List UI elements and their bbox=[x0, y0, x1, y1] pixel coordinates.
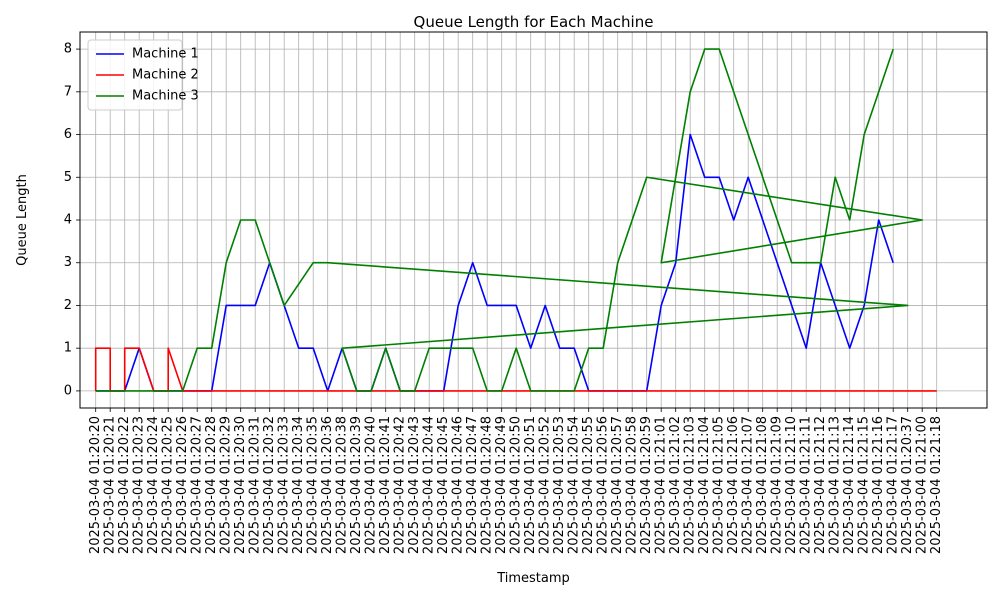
y-tick-label: 3 bbox=[64, 255, 72, 270]
y-tick-label: 8 bbox=[64, 42, 72, 57]
y-tick-label: 2 bbox=[64, 298, 72, 313]
x-tick-label: 2025-03-04 01:20:45 bbox=[436, 416, 451, 554]
x-tick-label: 2025-03-04 01:20:36 bbox=[320, 416, 335, 554]
series-lines bbox=[94, 48, 937, 392]
x-tick-label: 2025-03-04 01:20:40 bbox=[364, 416, 379, 554]
x-axis-label: Timestamp bbox=[496, 571, 570, 586]
x-tick-label: 2025-03-04 01:20:49 bbox=[494, 416, 509, 554]
legend-label: Machine 3 bbox=[132, 89, 199, 104]
x-tick-label: 2025-03-04 01:20:56 bbox=[596, 416, 611, 554]
x-tick-label: 2025-03-04 01:20:55 bbox=[581, 416, 596, 554]
x-tick-label: 2025-03-04 01:21:09 bbox=[770, 416, 785, 554]
x-tick-label: 2025-03-04 01:21:00 bbox=[915, 416, 930, 554]
x-tick-label: 2025-03-04 01:20:44 bbox=[422, 416, 437, 554]
legend: Machine 1 Machine 2 Machine 3 bbox=[87, 39, 199, 111]
x-tick-label: 2025-03-04 01:20:32 bbox=[262, 416, 277, 554]
x-tick-label: 2025-03-04 01:20:25 bbox=[161, 416, 176, 554]
series-line-3 bbox=[95, 48, 924, 392]
x-tick-label: 2025-03-04 01:21:06 bbox=[726, 416, 741, 554]
x-tick-label: 2025-03-04 01:21:02 bbox=[668, 416, 683, 554]
x-tick-label: 2025-03-04 01:20:50 bbox=[509, 416, 524, 554]
x-tick-label: 2025-03-04 01:20:34 bbox=[291, 416, 306, 554]
x-tick-label: 2025-03-04 01:20:51 bbox=[523, 416, 538, 554]
x-tick-label: 2025-03-04 01:20:37 bbox=[900, 416, 915, 554]
chart-title: Queue Length for Each Machine bbox=[414, 13, 654, 31]
x-tick-label: 2025-03-04 01:20:58 bbox=[625, 416, 640, 554]
x-tick-label: 2025-03-04 01:20:53 bbox=[552, 416, 567, 554]
x-tick-label: 2025-03-04 01:20:22 bbox=[117, 416, 132, 554]
x-tick-label: 2025-03-04 01:20:57 bbox=[610, 416, 625, 554]
x-tick-label: 2025-03-04 01:21:10 bbox=[784, 416, 799, 554]
x-tick-label: 2025-03-04 01:20:39 bbox=[349, 416, 364, 554]
y-tick-label: 7 bbox=[64, 84, 72, 99]
x-tick-label: 2025-03-04 01:20:38 bbox=[335, 416, 350, 554]
x-tick-label: 2025-03-04 01:20:46 bbox=[451, 416, 466, 554]
legend-label: Machine 2 bbox=[132, 68, 199, 83]
axis-ticks: 2025-03-04 01:20:20 2025-03-04 01:20:21 20… bbox=[64, 42, 944, 554]
x-tick-label: 2025-03-04 01:21:15 bbox=[857, 416, 872, 554]
legend-label: Machine 1 bbox=[132, 47, 199, 62]
x-tick-label: 2025-03-04 01:20:35 bbox=[306, 416, 321, 554]
x-tick-label: 2025-03-04 01:20:21 bbox=[103, 416, 118, 554]
x-tick-label: 2025-03-04 01:21:13 bbox=[828, 416, 843, 554]
x-tick-label: 2025-03-04 01:20:33 bbox=[277, 416, 292, 554]
y-tick-label: 0 bbox=[64, 383, 72, 398]
y-tick-label: 5 bbox=[64, 170, 72, 185]
x-tick-label: 2025-03-04 01:21:03 bbox=[683, 416, 698, 554]
x-tick-label: 2025-03-04 01:21:16 bbox=[871, 416, 886, 554]
x-tick-label: 2025-03-04 01:21:18 bbox=[929, 416, 944, 554]
y-tick-label: 6 bbox=[64, 127, 72, 142]
x-tick-label: 2025-03-04 01:21:17 bbox=[886, 416, 901, 554]
x-tick-label: 2025-03-04 01:20:27 bbox=[190, 416, 205, 554]
x-tick-label: 2025-03-04 01:21:04 bbox=[697, 416, 712, 554]
x-tick-label: 2025-03-04 01:21:08 bbox=[755, 416, 770, 554]
x-tick-label: 2025-03-04 01:21:07 bbox=[741, 416, 756, 554]
x-tick-label: 2025-03-04 01:20:52 bbox=[538, 416, 553, 554]
x-tick-label: 2025-03-04 01:20:30 bbox=[233, 416, 248, 554]
y-axis-label: Queue Length bbox=[15, 174, 30, 266]
x-tick-label: 2025-03-04 01:21:12 bbox=[813, 416, 828, 554]
x-tick-label: 2025-03-04 01:21:11 bbox=[799, 416, 814, 554]
x-tick-label: 2025-03-04 01:20:48 bbox=[480, 416, 495, 554]
x-tick-label: 2025-03-04 01:20:54 bbox=[567, 416, 582, 554]
x-tick-label: 2025-03-04 01:21:01 bbox=[654, 416, 669, 554]
x-tick-label: 2025-03-04 01:20:24 bbox=[146, 416, 161, 554]
x-tick-label: 2025-03-04 01:20:26 bbox=[175, 416, 190, 554]
x-tick-label: 2025-03-04 01:20:41 bbox=[378, 416, 393, 554]
y-tick-label: 4 bbox=[64, 213, 72, 228]
x-tick-label: 2025-03-04 01:21:14 bbox=[842, 416, 857, 554]
x-tick-label: 2025-03-04 01:20:28 bbox=[204, 416, 219, 554]
x-tick-label: 2025-03-04 01:20:29 bbox=[219, 416, 234, 554]
y-tick-label: 1 bbox=[64, 341, 72, 356]
x-tick-label: 2025-03-04 01:21:05 bbox=[712, 416, 727, 554]
x-tick-label: 2025-03-04 01:20:20 bbox=[88, 416, 103, 554]
x-tick-label: 2025-03-04 01:20:47 bbox=[465, 416, 480, 554]
x-tick-label: 2025-03-04 01:20:43 bbox=[407, 416, 422, 554]
x-tick-label: 2025-03-04 01:20:31 bbox=[248, 416, 263, 554]
x-tick-label: 2025-03-04 01:20:23 bbox=[132, 416, 147, 554]
series-line-1 bbox=[95, 133, 894, 392]
x-tick-label: 2025-03-04 01:20:42 bbox=[393, 416, 408, 554]
x-tick-label: 2025-03-04 01:20:59 bbox=[639, 416, 654, 554]
legend-box bbox=[87, 39, 183, 111]
